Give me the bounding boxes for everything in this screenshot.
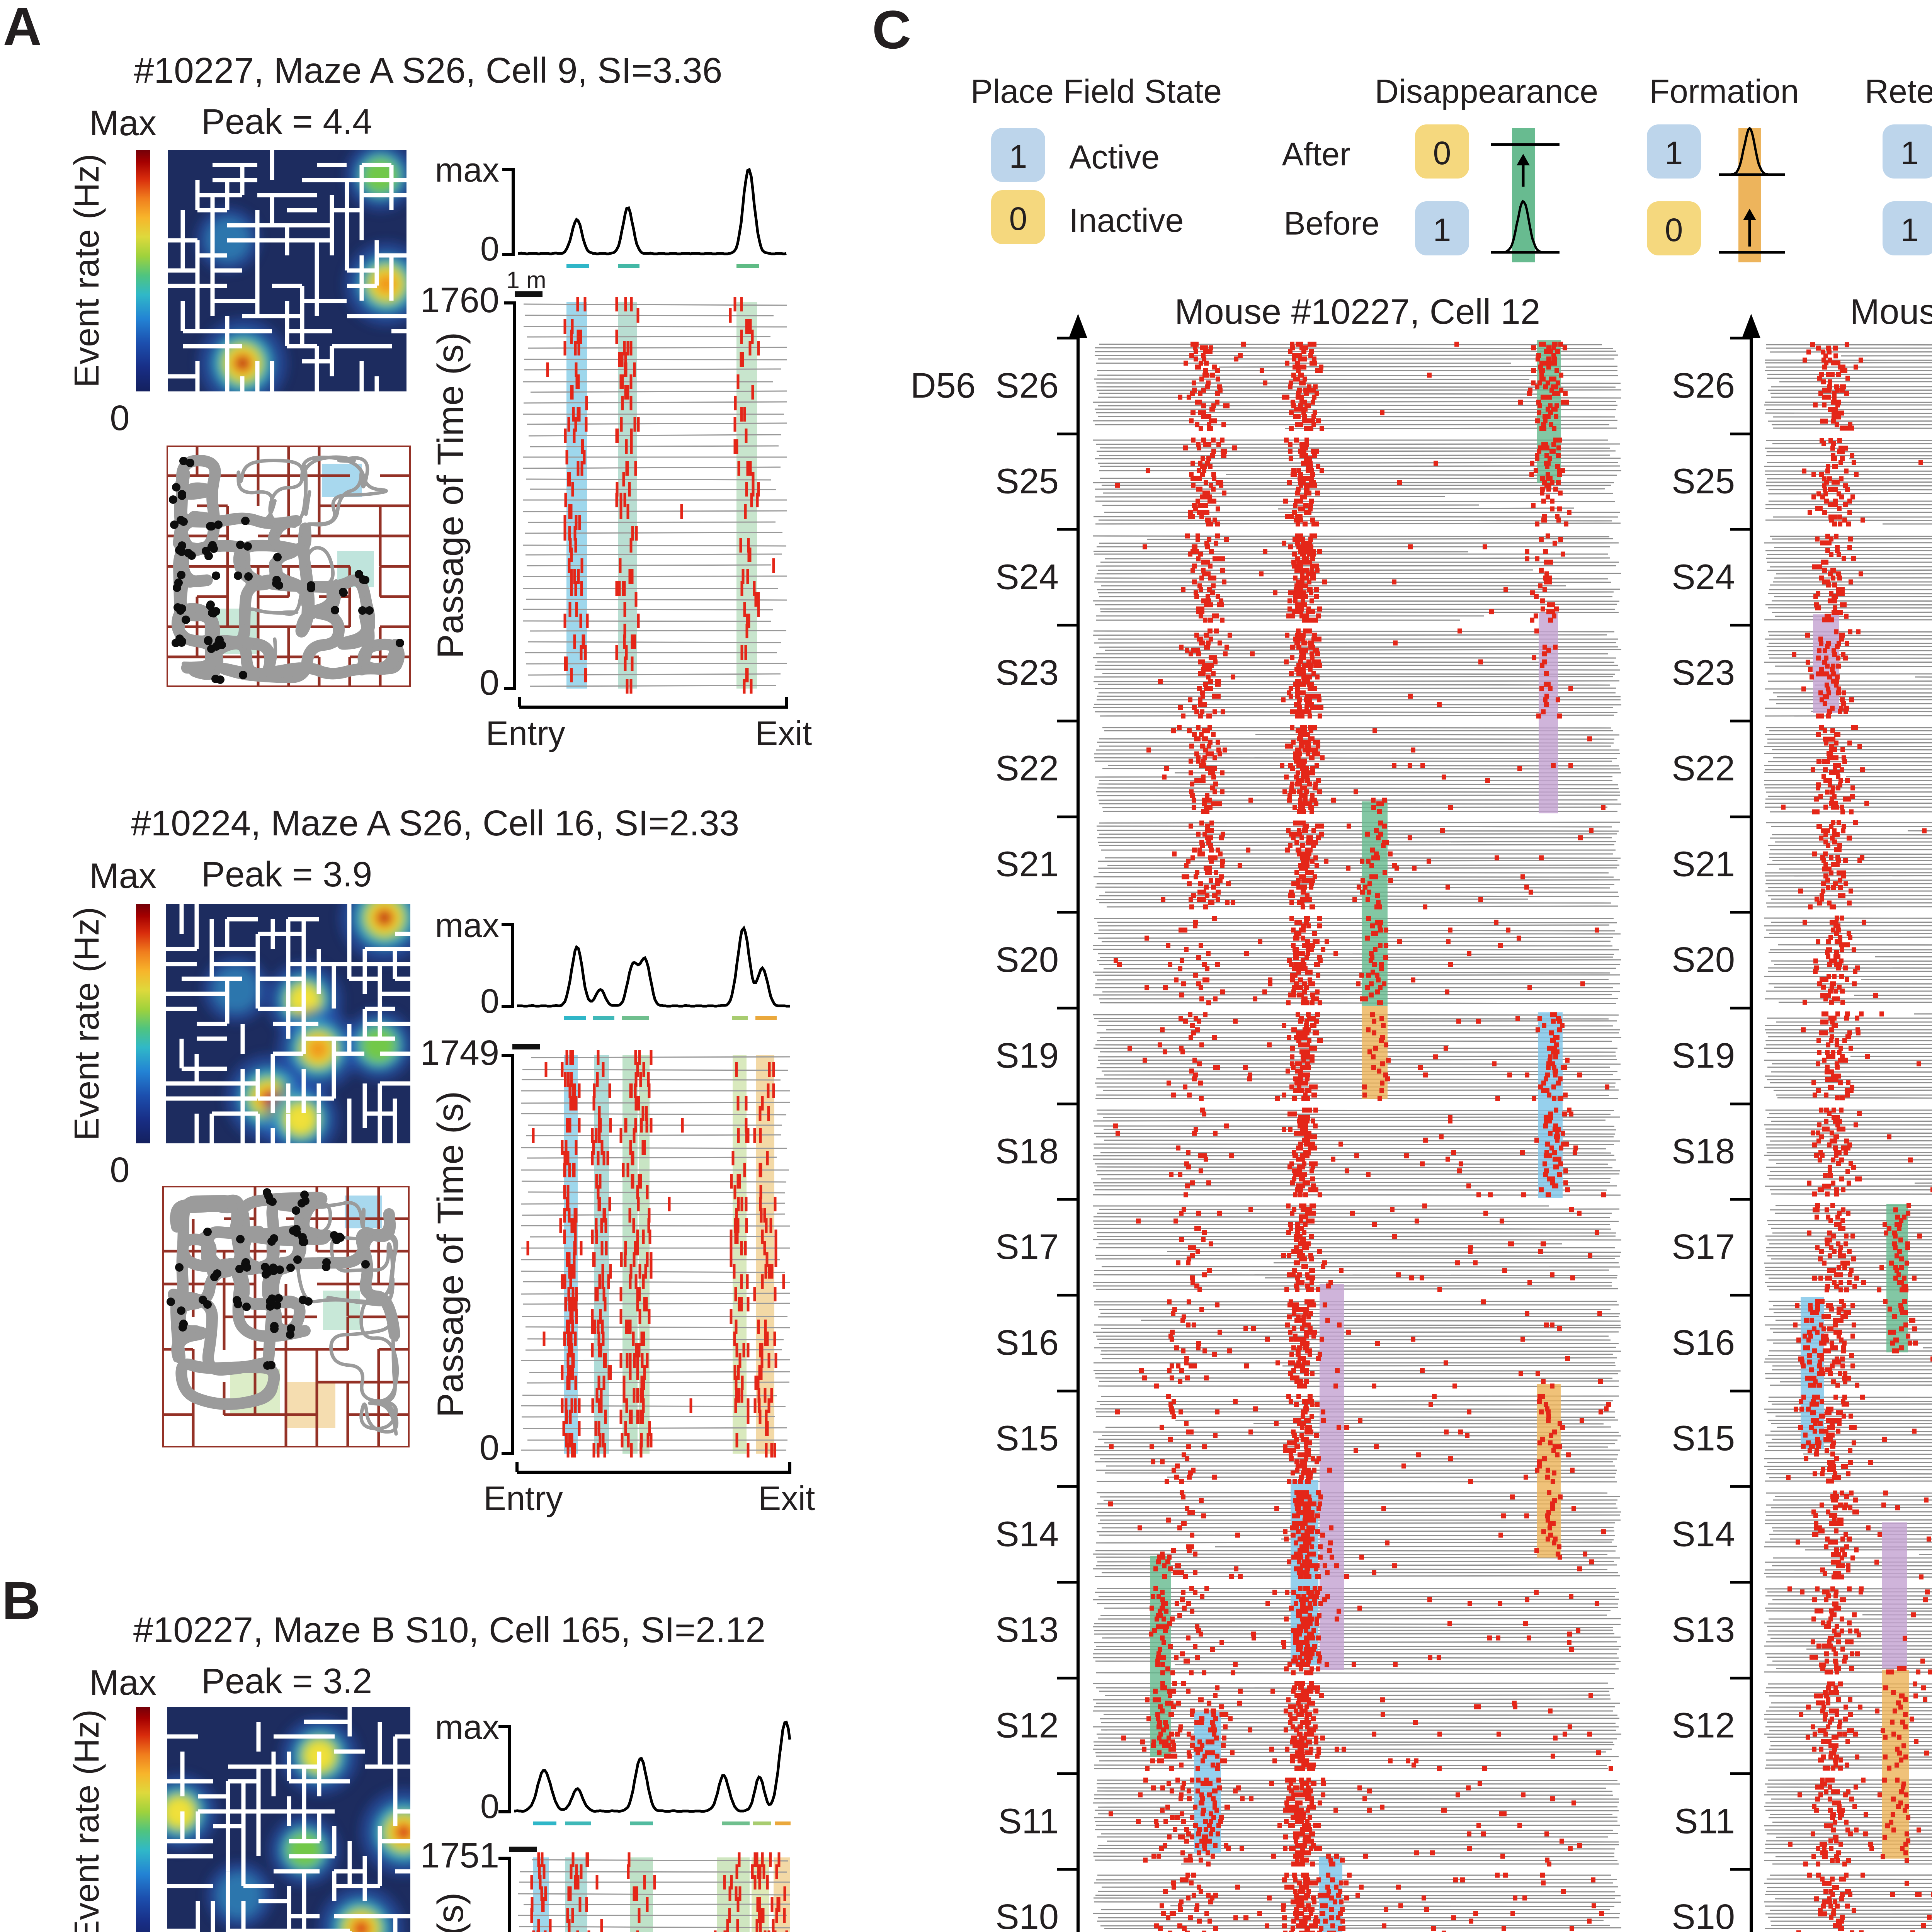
svg-text:S16: S16 xyxy=(995,1323,1059,1362)
svg-text:1: 1 xyxy=(1665,135,1683,171)
svg-text:1751: 1751 xyxy=(420,1836,499,1875)
svg-text:S14: S14 xyxy=(1672,1514,1735,1554)
svg-text:S22: S22 xyxy=(1672,749,1735,788)
svg-text:S20: S20 xyxy=(995,940,1059,980)
svg-text:S13: S13 xyxy=(1672,1610,1735,1650)
svg-text:#10227, Maze A S26, Cell 9, SI: #10227, Maze A S26, Cell 9, SI=3.36 xyxy=(134,50,723,90)
svg-text:Max: Max xyxy=(89,856,156,896)
svg-text:S10: S10 xyxy=(995,1897,1059,1932)
svg-text:0: 0 xyxy=(1009,201,1027,237)
svg-text:1: 1 xyxy=(1901,135,1919,171)
svg-text:0: 0 xyxy=(480,982,499,1020)
svg-text:0: 0 xyxy=(1433,135,1451,171)
svg-text:S17: S17 xyxy=(1672,1227,1735,1267)
svg-text:S11: S11 xyxy=(998,1801,1059,1841)
svg-text:A: A xyxy=(3,0,42,56)
svg-text:Passage of Time (s): Passage of Time (s) xyxy=(430,332,471,659)
svg-text:Event rate (Hz): Event rate (Hz) xyxy=(68,154,106,388)
svg-text:Entry: Entry xyxy=(483,1479,563,1517)
svg-text:0: 0 xyxy=(480,663,499,702)
svg-text:Event rate (Hz): Event rate (Hz) xyxy=(68,1709,106,1932)
svg-text:0: 0 xyxy=(110,398,129,438)
svg-text:Inactive: Inactive xyxy=(1069,202,1184,239)
svg-text:Active: Active xyxy=(1069,139,1160,176)
svg-text:Passage of Time (s): Passage of Time (s) xyxy=(430,1893,471,1932)
svg-text:S19: S19 xyxy=(1672,1036,1735,1075)
svg-text:S13: S13 xyxy=(995,1610,1059,1650)
svg-text:max: max xyxy=(435,906,499,944)
svg-text:Exit: Exit xyxy=(755,714,812,752)
svg-text:S11: S11 xyxy=(1674,1801,1735,1841)
svg-text:S12: S12 xyxy=(1672,1706,1735,1745)
svg-text:S17: S17 xyxy=(995,1227,1059,1267)
svg-text:Mouse #10227, Cell 12: Mouse #10227, Cell 12 xyxy=(1175,292,1540,332)
svg-text:Formation: Formation xyxy=(1649,73,1799,110)
svg-text:1: 1 xyxy=(1901,212,1919,248)
svg-text:1: 1 xyxy=(1009,138,1027,175)
svg-text:S23: S23 xyxy=(995,653,1059,692)
svg-text:S21: S21 xyxy=(995,844,1059,884)
svg-text:S15: S15 xyxy=(995,1419,1059,1458)
svg-text:Peak = 3.2: Peak = 3.2 xyxy=(201,1662,372,1701)
svg-text:max: max xyxy=(435,151,499,189)
svg-text:S26: S26 xyxy=(995,366,1059,405)
svg-text:S18: S18 xyxy=(995,1131,1059,1171)
svg-text:S26: S26 xyxy=(1672,366,1735,405)
svg-text:S22: S22 xyxy=(995,749,1059,788)
svg-text:B: B xyxy=(2,1571,41,1631)
svg-text:#10227, Maze B S10, Cell 165,: #10227, Maze B S10, Cell 165, SI=2.12 xyxy=(133,1610,765,1650)
svg-text:Event rate (Hz): Event rate (Hz) xyxy=(68,907,106,1141)
svg-text:Peak = 3.9: Peak = 3.9 xyxy=(201,855,372,894)
svg-text:0: 0 xyxy=(480,230,499,268)
svg-text:Max: Max xyxy=(89,104,156,143)
svg-text:S14: S14 xyxy=(995,1514,1059,1554)
svg-text:S25: S25 xyxy=(995,462,1059,501)
svg-text:Peak = 4.4: Peak = 4.4 xyxy=(201,102,372,141)
svg-text:S21: S21 xyxy=(1672,844,1735,884)
svg-text:0: 0 xyxy=(110,1150,129,1190)
svg-text:S23: S23 xyxy=(1672,653,1735,692)
svg-text:Place Field State: Place Field State xyxy=(971,73,1222,110)
svg-text:S15: S15 xyxy=(1672,1419,1735,1458)
svg-text:Mouse #10227, Cell 4: Mouse #10227, Cell 4 xyxy=(1850,292,1932,332)
svg-text:#10224, Maze A S26, Cell 16, S: #10224, Maze A S26, Cell 16, SI=2.33 xyxy=(131,803,739,843)
svg-text:S24: S24 xyxy=(1672,557,1735,597)
svg-text:S18: S18 xyxy=(1672,1131,1735,1171)
svg-text:0: 0 xyxy=(480,1428,499,1468)
svg-text:1749: 1749 xyxy=(420,1033,499,1073)
svg-text:Disappearance: Disappearance xyxy=(1375,73,1598,110)
svg-text:S24: S24 xyxy=(995,557,1059,597)
svg-text:Passage of Time (s): Passage of Time (s) xyxy=(430,1091,471,1418)
svg-text:S25: S25 xyxy=(1672,462,1735,501)
svg-text:1: 1 xyxy=(1433,212,1451,248)
svg-text:1 m: 1 m xyxy=(506,267,546,294)
svg-text:D56: D56 xyxy=(910,366,976,405)
svg-text:S10: S10 xyxy=(1672,1897,1735,1932)
svg-text:1760: 1760 xyxy=(420,281,499,320)
svg-text:S12: S12 xyxy=(995,1706,1059,1745)
svg-text:0: 0 xyxy=(1665,212,1683,248)
svg-text:0: 0 xyxy=(480,1787,499,1825)
svg-text:S19: S19 xyxy=(995,1036,1059,1075)
svg-text:S20: S20 xyxy=(1672,940,1735,980)
svg-text:Entry: Entry xyxy=(486,714,565,752)
svg-text:Retention: Retention xyxy=(1865,73,1932,110)
svg-text:max: max xyxy=(435,1708,499,1746)
svg-text:S16: S16 xyxy=(1672,1323,1735,1362)
svg-text:Max: Max xyxy=(89,1663,156,1702)
svg-text:After: After xyxy=(1282,136,1350,172)
svg-text:Exit: Exit xyxy=(759,1479,815,1517)
svg-text:Before: Before xyxy=(1284,205,1380,242)
svg-text:C: C xyxy=(872,0,911,60)
